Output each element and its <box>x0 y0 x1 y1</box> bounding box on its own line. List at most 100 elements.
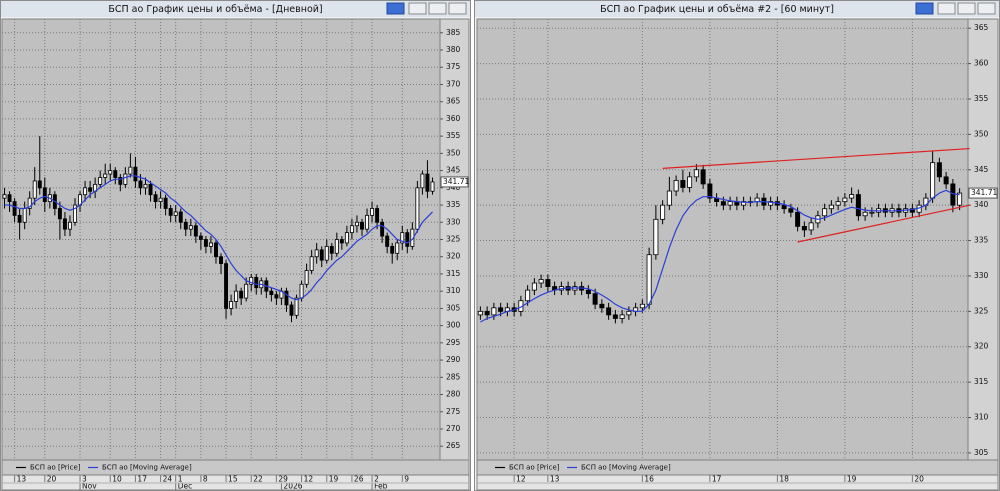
y-tick-label: 370 <box>446 79 461 88</box>
window-title: БСП ао График цены и объёма #2 - [60 мин… <box>600 4 834 15</box>
moving-average-line <box>480 189 960 323</box>
y-tick-label: 305 <box>446 303 461 312</box>
month-label: Nov <box>82 482 97 491</box>
candle-body <box>425 173 430 192</box>
y-tick-label: 305 <box>974 448 989 457</box>
candle-body <box>415 187 420 230</box>
candle-body <box>2 194 7 199</box>
candle-body <box>646 254 652 305</box>
candle-body <box>930 162 936 199</box>
candle-body <box>249 276 254 285</box>
x-tick-label: 3 <box>82 475 87 484</box>
candle-body <box>108 170 113 175</box>
y-axis-area <box>967 18 999 461</box>
candle-body <box>395 242 400 254</box>
candle-body <box>498 307 504 312</box>
candle-body <box>909 208 915 213</box>
candle-body <box>274 294 279 299</box>
candle-body <box>835 201 841 206</box>
y-tick-label: 310 <box>974 413 989 422</box>
close-button[interactable] <box>977 2 996 15</box>
candle-body <box>673 179 679 192</box>
plot-area <box>476 18 969 461</box>
x-tick-label: 17 <box>712 475 722 484</box>
candle-body <box>57 208 62 220</box>
candle-body <box>309 256 314 271</box>
y-tick-label: 315 <box>446 269 461 278</box>
candle-body <box>405 232 410 247</box>
y-tick-label: 345 <box>446 166 461 175</box>
candle-body <box>269 290 274 296</box>
candle-body <box>133 166 138 182</box>
candle-body <box>329 245 334 254</box>
candle-body <box>193 225 198 237</box>
x-tick-label: 13 <box>17 475 27 484</box>
candle-body <box>619 314 625 319</box>
legend-label: БСП ао [Price] <box>30 464 81 472</box>
candle-body <box>123 173 128 185</box>
x-tick-label: 12 <box>304 475 314 484</box>
y-tick-label: 325 <box>974 306 989 315</box>
candle-body <box>741 201 747 206</box>
y-tick-label: 350 <box>446 148 461 157</box>
trend-line <box>662 147 970 169</box>
candle-body <box>27 197 32 209</box>
candle-body <box>370 208 375 216</box>
candle-body <box>143 183 148 189</box>
last-price-label: 341.71 <box>443 177 469 186</box>
y-tick-label: 290 <box>446 355 461 364</box>
candle-body <box>118 177 123 185</box>
x-tick-label: 29 <box>278 475 288 484</box>
minimize-button[interactable] <box>937 2 956 15</box>
candle-body <box>687 176 693 188</box>
candle-body <box>849 194 855 199</box>
x-tick-label: 2 <box>374 475 379 484</box>
y-tick-label: 365 <box>974 23 989 32</box>
y-tick-label: 345 <box>974 165 989 174</box>
candle-body <box>214 242 218 258</box>
y-tick-label: 355 <box>974 94 989 103</box>
candle-body <box>153 194 158 203</box>
y-tick-label: 295 <box>446 338 461 347</box>
candle-body <box>42 187 47 203</box>
last-price-label: 341.71 <box>971 188 997 197</box>
candle-body <box>334 239 339 254</box>
candle-body <box>795 211 801 227</box>
y-tick-label: 325 <box>446 235 461 244</box>
maximize-button[interactable] <box>428 2 447 15</box>
y-tick-label: 285 <box>446 372 461 381</box>
candle-body <box>599 303 605 309</box>
x-tick-label: 9 <box>404 475 409 484</box>
candle-body <box>219 256 223 265</box>
minimize-button[interactable] <box>408 2 427 15</box>
y-tick-label: 335 <box>974 236 989 245</box>
x-tick-label: 19 <box>847 475 857 484</box>
y-tick-label: 375 <box>446 62 461 71</box>
pin-button[interactable] <box>386 2 405 15</box>
candle-body <box>198 235 203 240</box>
candle-body <box>183 221 188 230</box>
candle-body <box>62 218 67 230</box>
candle-body <box>626 310 632 316</box>
candle-body <box>808 222 814 231</box>
candle-body <box>525 289 531 302</box>
candle-body <box>22 208 27 223</box>
candle-body <box>720 201 726 206</box>
month-label: Feb <box>374 482 388 491</box>
candle-body <box>484 310 490 316</box>
close-button[interactable] <box>448 2 467 15</box>
maximize-button[interactable] <box>957 2 976 15</box>
candle-body <box>592 293 598 305</box>
candle-body <box>168 208 173 216</box>
candle-body <box>73 204 77 223</box>
candle-body <box>957 192 963 206</box>
y-tick-label: 320 <box>974 342 989 351</box>
candle-body <box>768 201 774 206</box>
pin-button[interactable] <box>915 2 934 15</box>
candle-body <box>606 307 612 316</box>
x-tick-label: 20 <box>47 475 57 484</box>
x-tick-label: 12 <box>516 475 526 484</box>
month-label: 2026 <box>283 482 302 491</box>
candle-body <box>244 283 249 299</box>
candle-body <box>400 232 405 244</box>
